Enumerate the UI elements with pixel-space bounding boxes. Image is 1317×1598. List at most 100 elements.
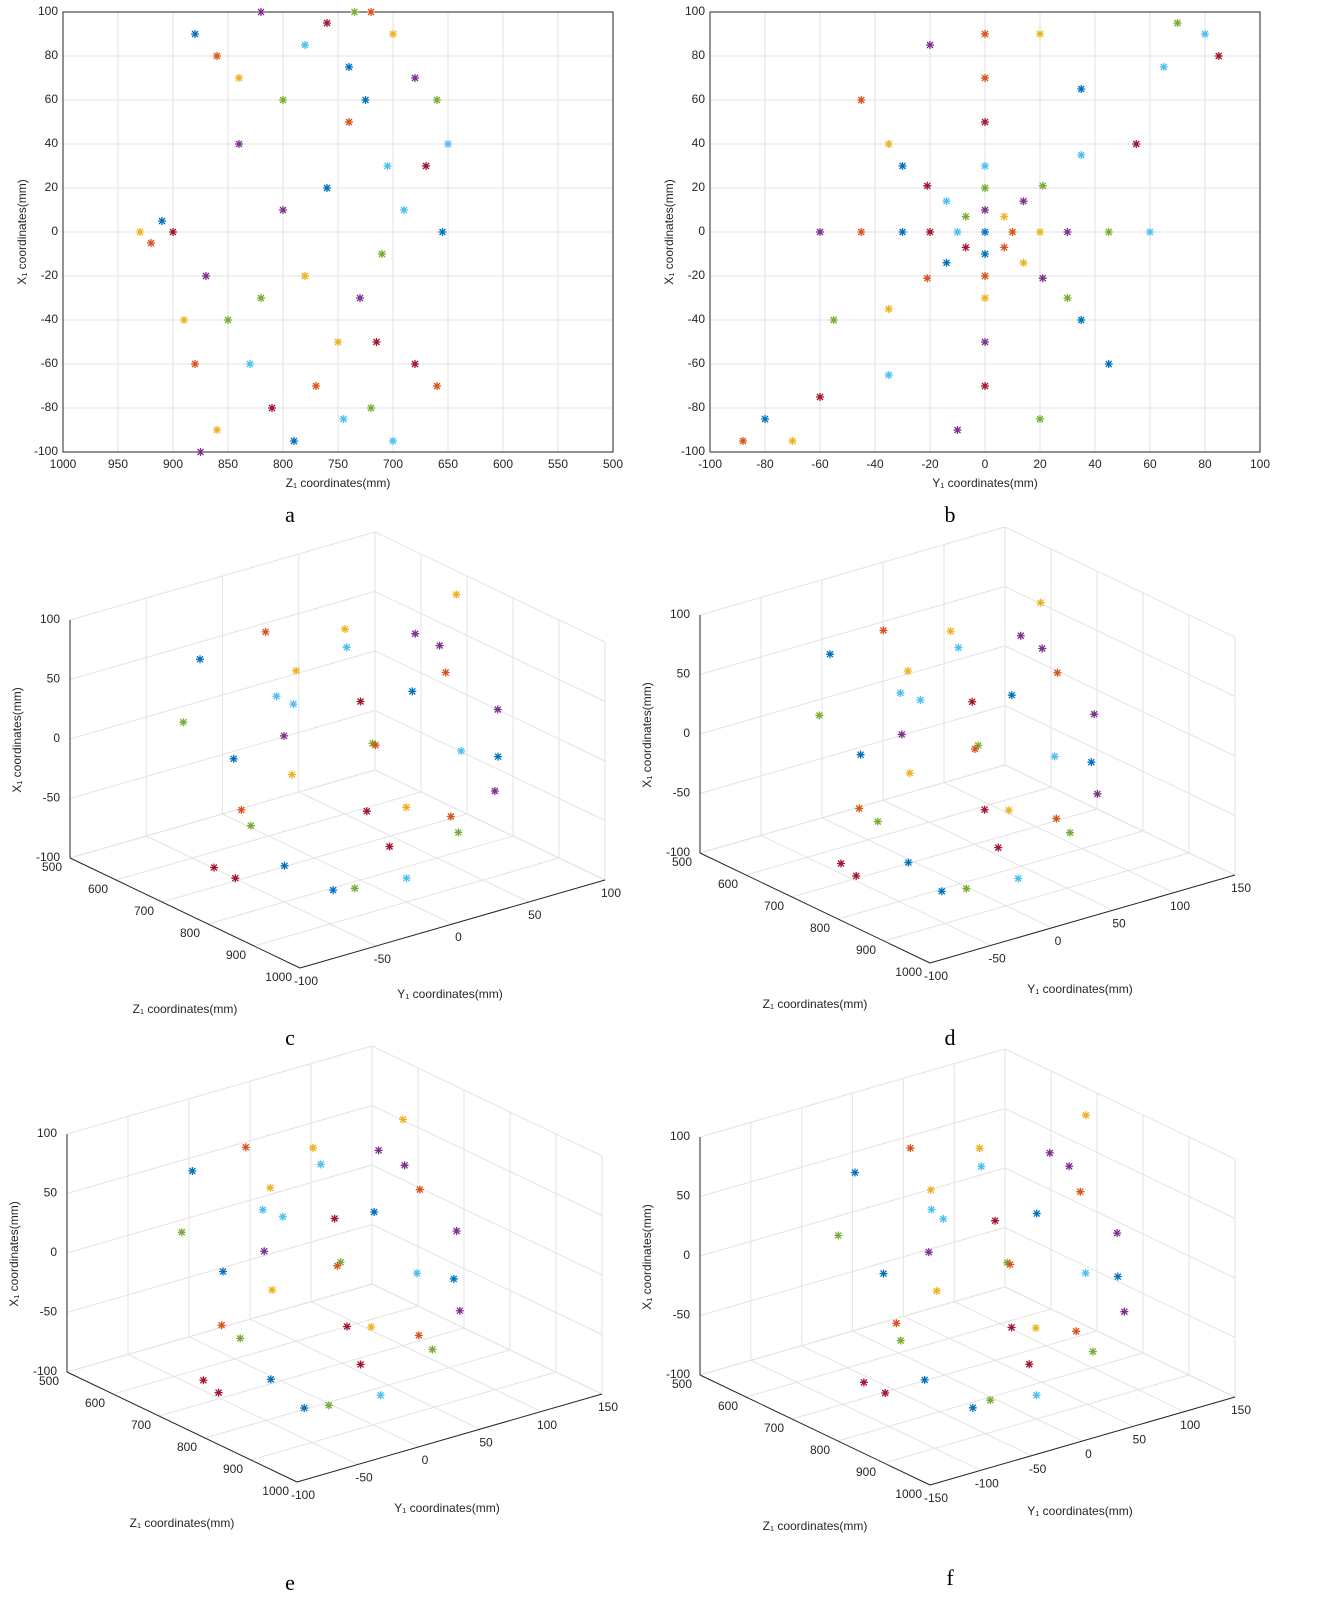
- point: [898, 228, 907, 236]
- grid-line: [750, 1359, 982, 1471]
- grid-line: [699, 586, 1006, 675]
- grid-line: [69, 531, 376, 621]
- grid-line: [374, 531, 606, 643]
- point: [1032, 1209, 1041, 1218]
- point: [457, 746, 466, 755]
- y-tick-label: 50: [479, 1435, 493, 1449]
- z-tick-label: 50: [44, 1186, 58, 1200]
- point: [433, 96, 441, 104]
- point: [191, 360, 199, 368]
- point: [1063, 228, 1072, 236]
- point: [873, 817, 882, 826]
- x-axis-label: Z₁ coordinates(mm): [763, 997, 868, 1011]
- point: [1077, 316, 1086, 324]
- point: [402, 874, 411, 883]
- point: [213, 52, 221, 60]
- point: [411, 360, 419, 368]
- y-tick-label: -40: [688, 312, 706, 326]
- point: [837, 859, 845, 868]
- grid-line: [699, 1227, 1006, 1316]
- point: [454, 828, 463, 837]
- point: [361, 96, 370, 104]
- point: [1036, 228, 1044, 236]
- grid-line: [66, 1164, 373, 1254]
- point: [411, 629, 420, 638]
- z-tick-label: 50: [47, 672, 61, 686]
- y-tick-label: -100: [291, 1488, 315, 1502]
- y-tick-label: 0: [51, 224, 58, 238]
- z-axis-label: X₁ coordinates(mm): [640, 1204, 654, 1309]
- grid-line: [66, 1105, 373, 1194]
- y-tick-label: 40: [45, 136, 59, 150]
- point: [336, 1258, 345, 1267]
- x-axis-label: Y₁ coordinates(mm): [932, 476, 1037, 490]
- y-tick-label: -100: [294, 974, 318, 988]
- point: [1066, 828, 1074, 837]
- point: [1016, 631, 1025, 640]
- point: [292, 666, 301, 675]
- point: [415, 1185, 424, 1194]
- y-tick-label: -100: [975, 1477, 999, 1491]
- point: [981, 294, 989, 302]
- point: [961, 243, 970, 252]
- z-tick-label: -50: [673, 1308, 691, 1322]
- x-tick-label: -60: [811, 457, 829, 471]
- x-tick-label: 500: [39, 1374, 59, 1388]
- z-tick-label: 50: [677, 1189, 691, 1203]
- z-tick-label: 50: [677, 667, 691, 681]
- point: [926, 1185, 935, 1194]
- point: [1052, 814, 1061, 823]
- x-tick-label: 950: [108, 457, 128, 471]
- grid-line: [127, 1353, 359, 1465]
- point: [279, 206, 287, 214]
- y-tick-label: 100: [1180, 1418, 1200, 1432]
- x-tick-label: 700: [134, 904, 154, 918]
- point: [926, 228, 934, 236]
- grid-line: [69, 769, 376, 859]
- point: [266, 1375, 275, 1384]
- z-tick-label: 100: [40, 612, 60, 626]
- point: [1120, 1307, 1129, 1316]
- point: [1014, 874, 1023, 883]
- point: [452, 1226, 461, 1235]
- z-tick-label: -50: [43, 791, 61, 805]
- z-tick-label: 100: [670, 607, 690, 621]
- y-tick-label: 60: [45, 92, 59, 106]
- point: [371, 741, 380, 750]
- y-tick-label: 80: [45, 48, 59, 62]
- y-tick-label: -80: [41, 400, 59, 414]
- point: [953, 426, 962, 434]
- y-tick-label: 20: [45, 180, 59, 194]
- grid-line: [188, 1336, 420, 1448]
- y-tick-label: -60: [688, 356, 706, 370]
- point: [980, 805, 989, 814]
- point: [1146, 228, 1154, 236]
- point: [268, 404, 276, 412]
- point: [986, 1396, 995, 1405]
- grid-line: [882, 799, 1114, 911]
- point: [815, 711, 824, 720]
- x-tick-label: 20: [1033, 457, 1047, 471]
- axes-box: [62, 11, 614, 453]
- point: [903, 666, 912, 675]
- point: [385, 842, 394, 851]
- grid-line: [903, 1315, 1134, 1427]
- x-axis-label: Z₁ coordinates(mm): [130, 1516, 235, 1530]
- point: [260, 1247, 269, 1256]
- point: [288, 770, 296, 779]
- y-tick-label: 0: [1085, 1447, 1092, 1461]
- point: [884, 140, 893, 148]
- x-tick-label: 800: [810, 921, 830, 935]
- x-tick-label: 500: [672, 1377, 692, 1391]
- point: [968, 1403, 977, 1412]
- point: [147, 239, 155, 247]
- point: [834, 1231, 843, 1240]
- point: [923, 274, 932, 283]
- point: [1076, 1187, 1085, 1196]
- point: [452, 590, 461, 599]
- axis-line: [929, 874, 1236, 964]
- point: [345, 118, 353, 126]
- x-tick-label: -80: [756, 457, 774, 471]
- y-tick-label: -60: [41, 356, 59, 370]
